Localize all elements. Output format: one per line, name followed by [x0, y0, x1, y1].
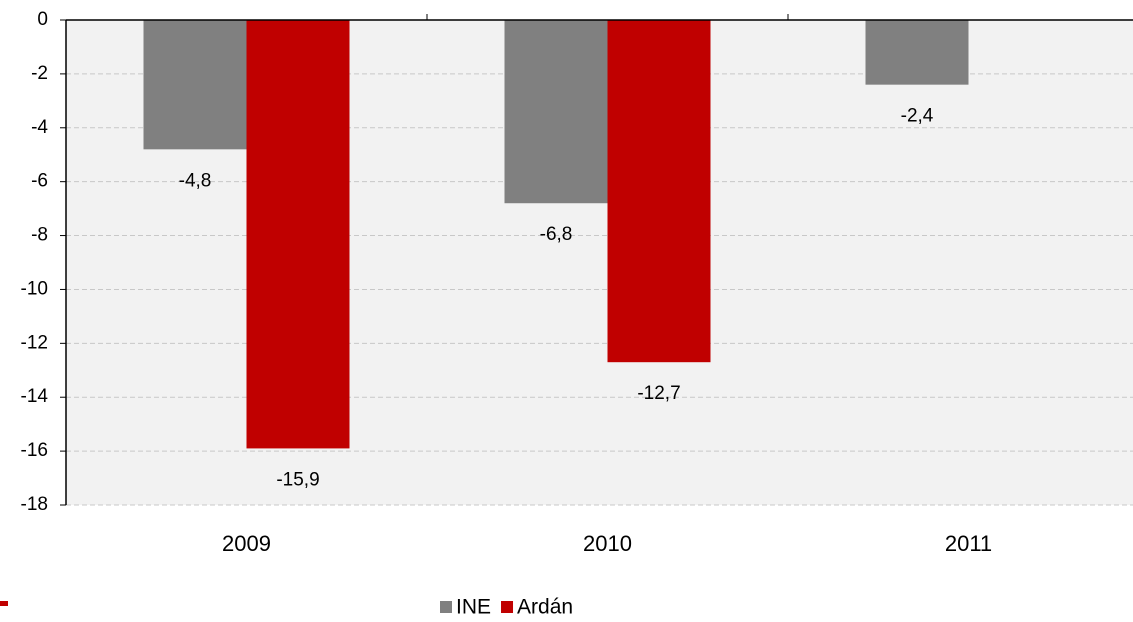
value-label: -6,8	[540, 224, 573, 245]
legend-label: INE	[456, 596, 491, 619]
legend-label: Ardán	[517, 596, 573, 619]
y-tick-label: -10	[21, 278, 48, 299]
value-label: -2,4	[901, 106, 934, 127]
y-tick-label: -18	[21, 494, 48, 515]
y-tick-label: 0	[37, 9, 48, 30]
y-tick-label: -16	[21, 440, 48, 461]
legend-swatch	[440, 601, 452, 613]
y-tick-label: -12	[21, 332, 48, 353]
x-tick-label: 2009	[222, 531, 271, 556]
y-tick-label: -4	[31, 117, 48, 138]
bar	[504, 20, 608, 204]
y-tick-label: -2	[31, 63, 48, 84]
decoration	[0, 601, 8, 606]
value-label: -15,9	[276, 469, 319, 490]
bar	[865, 20, 969, 85]
bar	[607, 20, 711, 363]
y-tick-label: -14	[21, 386, 49, 407]
bar	[246, 20, 350, 449]
legend-swatch	[501, 601, 514, 613]
y-tick-label: -8	[31, 225, 48, 246]
value-label: -12,7	[637, 383, 680, 404]
value-label: -4,8	[179, 170, 212, 191]
bar	[143, 20, 247, 150]
y-tick-label: -6	[31, 171, 48, 192]
x-tick-label: 2011	[945, 531, 992, 556]
x-tick-label: 2010	[583, 531, 632, 556]
